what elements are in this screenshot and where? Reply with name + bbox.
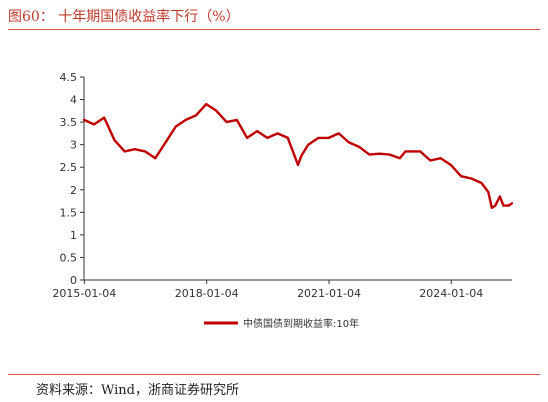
title-divider <box>8 29 540 30</box>
y-tick-label: 3 <box>70 139 77 152</box>
legend: 中债国债到期收益率:10年 <box>204 317 359 330</box>
y-tick-label: 3.5 <box>60 116 78 129</box>
y-axis: 0 0.5 1 1.5 2 2.5 3 3.5 4 4.5 <box>60 71 85 287</box>
y-tick-label: 4.5 <box>60 71 78 84</box>
y-tick-label: 2.5 <box>60 161 78 174</box>
series-layer <box>82 102 514 210</box>
yield-series-line <box>82 102 514 210</box>
x-tick-label: 2018-01-04 <box>175 287 239 300</box>
y-tick-label: 1 <box>70 229 77 242</box>
x-axis: 2015-01-04 2018-01-04 2021-01-04 2024-01-04 <box>52 279 512 300</box>
legend-label: 中债国债到期收益率:10年 <box>243 317 359 330</box>
figure-title: 图60： 十年期国债收益率下行（%） <box>8 9 240 25</box>
source-divider <box>8 374 540 375</box>
y-tick-label: 2 <box>70 184 77 197</box>
y-tick-label: 4 <box>70 94 77 107</box>
source-note: 资料来源：Wind，浙商证券研究所 <box>36 383 239 398</box>
x-tick-label: 2021-01-04 <box>297 287 361 300</box>
x-tick-label: 2024-01-04 <box>419 287 483 300</box>
y-tick-label: 0 <box>70 274 77 287</box>
x-tick-label: 2015-01-04 <box>52 287 116 300</box>
y-tick-label: 0.5 <box>60 251 78 264</box>
y-tick-label: 1.5 <box>60 206 78 219</box>
